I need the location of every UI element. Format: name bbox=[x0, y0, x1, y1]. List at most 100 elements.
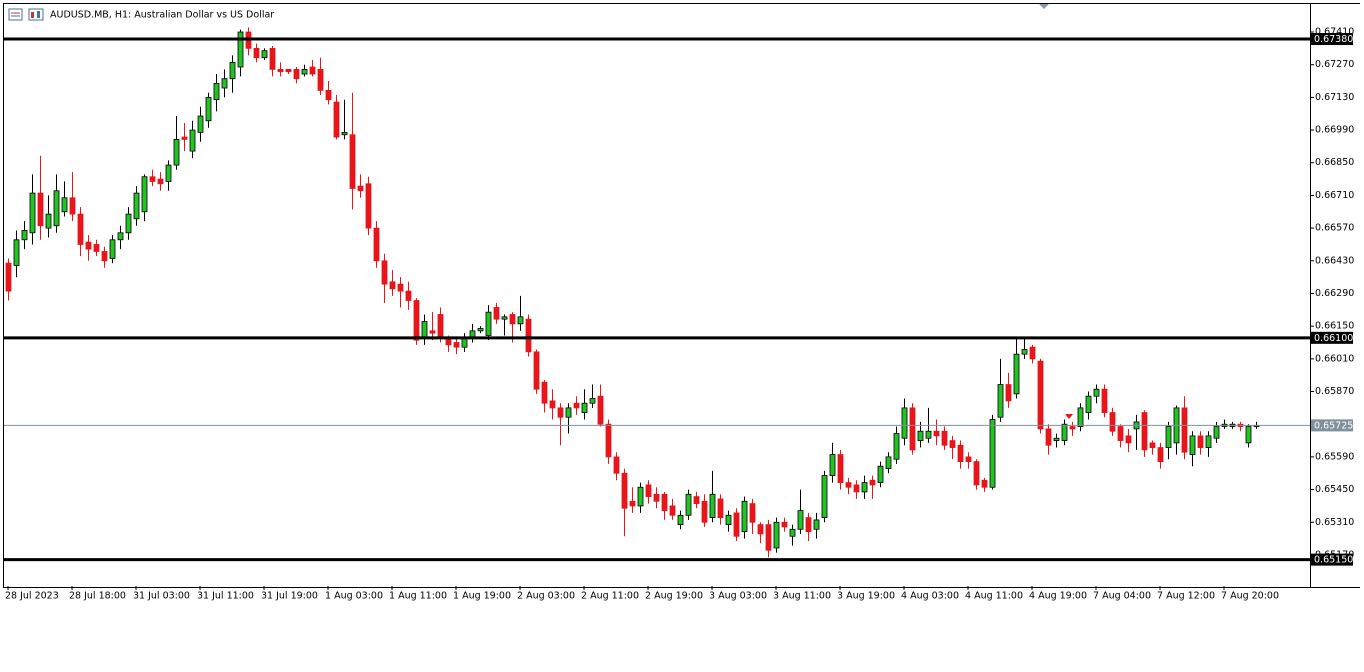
candle-body bbox=[349, 134, 356, 189]
y-tick-label: 0.66430 bbox=[1315, 255, 1354, 266]
candle-body bbox=[965, 456, 972, 462]
candle-body bbox=[253, 47, 260, 59]
candle-body bbox=[901, 407, 908, 439]
candle-body bbox=[365, 183, 372, 229]
title-icons bbox=[8, 8, 44, 21]
x-tick-label: 3 Aug 03:00 bbox=[709, 591, 767, 602]
candle-body bbox=[981, 479, 988, 488]
level-label-box bbox=[1311, 331, 1353, 344]
candle-body bbox=[821, 475, 828, 518]
candle-body bbox=[933, 430, 940, 437]
x-tick-label: 7 Aug 04:00 bbox=[1093, 591, 1151, 602]
candle-body bbox=[293, 68, 300, 80]
candle-body bbox=[13, 239, 20, 266]
candle-body bbox=[613, 456, 620, 474]
candle-body bbox=[21, 230, 28, 241]
candle-body bbox=[1165, 426, 1172, 448]
candle-body bbox=[493, 307, 500, 320]
candle-body bbox=[621, 472, 628, 509]
candle-body bbox=[453, 342, 460, 348]
x-tick-label: 28 Jul 2023 bbox=[5, 591, 59, 602]
candle-body bbox=[165, 164, 172, 182]
y-tick-label: 0.65310 bbox=[1315, 517, 1354, 528]
candle-body bbox=[581, 402, 588, 413]
candle-body bbox=[797, 510, 804, 530]
candle-body bbox=[725, 514, 732, 526]
candle-body bbox=[1109, 412, 1116, 432]
x-tick-label: 4 Aug 19:00 bbox=[1029, 591, 1087, 602]
candle-body bbox=[885, 456, 892, 469]
price-label: 0.65725 bbox=[1314, 420, 1353, 431]
candle-body bbox=[1245, 426, 1252, 444]
y-tick-label: 0.66010 bbox=[1315, 353, 1354, 364]
candle-body bbox=[1061, 423, 1068, 441]
candle-body bbox=[1141, 412, 1148, 451]
candle-body bbox=[661, 493, 668, 511]
candle-body bbox=[749, 503, 756, 523]
candle-body bbox=[93, 244, 100, 252]
candle-body bbox=[773, 521, 780, 549]
candle-body bbox=[1077, 407, 1084, 427]
candle-body bbox=[309, 66, 316, 75]
candle-body bbox=[605, 423, 612, 458]
level-label: 0.67380 bbox=[1314, 34, 1353, 45]
candle-body bbox=[237, 31, 244, 68]
y-tick-label: 0.65870 bbox=[1315, 386, 1354, 397]
candle-body bbox=[997, 384, 1004, 418]
candle-body bbox=[437, 314, 444, 339]
candle-body bbox=[853, 484, 860, 493]
x-tick-label: 1 Aug 19:00 bbox=[453, 591, 511, 602]
candle-body bbox=[101, 251, 108, 262]
candle-body bbox=[653, 493, 660, 502]
candle-body bbox=[941, 430, 948, 446]
x-tick-label: 1 Aug 03:00 bbox=[325, 591, 383, 602]
candle-body bbox=[229, 61, 236, 80]
candle-body bbox=[861, 482, 868, 493]
y-tick-label: 0.66710 bbox=[1315, 190, 1354, 201]
candle-body bbox=[421, 321, 428, 339]
candle-body bbox=[1197, 435, 1204, 448]
candle-body bbox=[589, 398, 596, 404]
icon bbox=[8, 8, 23, 21]
y-tick-label: 0.66290 bbox=[1315, 288, 1354, 299]
candle-body bbox=[629, 500, 636, 507]
candle-body bbox=[1149, 442, 1156, 448]
marks: 0.67410 0.67270 0.67130 0.66990 0.66850 0.667… bbox=[4, 27, 1354, 602]
candle-body bbox=[389, 281, 396, 290]
candle-body bbox=[341, 131, 348, 136]
icon bbox=[31, 12, 34, 18]
candle-body bbox=[845, 482, 852, 488]
candle-body bbox=[525, 318, 532, 353]
candle-body bbox=[373, 227, 380, 262]
candle-body bbox=[1205, 435, 1212, 448]
candle-body bbox=[989, 419, 996, 488]
candle-body bbox=[325, 89, 332, 101]
candle-body bbox=[173, 139, 180, 166]
candle-body bbox=[573, 402, 580, 409]
candle-body bbox=[677, 514, 684, 526]
candle-body bbox=[477, 328, 484, 332]
candle-body bbox=[549, 400, 556, 409]
candle-body bbox=[701, 500, 708, 523]
candle-body bbox=[1117, 426, 1124, 441]
trade-arrow bbox=[1065, 414, 1073, 419]
candle-body bbox=[317, 68, 324, 91]
candle-body bbox=[685, 493, 692, 516]
candle-body bbox=[765, 524, 772, 551]
x-tick-label: 3 Aug 11:00 bbox=[773, 591, 831, 602]
y-tick-label: 0.66850 bbox=[1315, 157, 1354, 168]
chart-title: AUDUSD.MB, H1: Australian Dollar vs US D… bbox=[50, 10, 274, 21]
candle-body bbox=[77, 213, 84, 245]
candle-body bbox=[485, 311, 492, 336]
candle-body bbox=[45, 213, 52, 229]
candle-body bbox=[717, 498, 724, 518]
x-tick-label: 4 Aug 03:00 bbox=[901, 591, 959, 602]
candle-body bbox=[1005, 384, 1012, 402]
candle-body bbox=[213, 82, 220, 101]
x-tick-label: 3 Aug 19:00 bbox=[837, 591, 895, 602]
x-tick-label: 7 Aug 12:00 bbox=[1157, 591, 1215, 602]
candle-body bbox=[37, 192, 44, 227]
x-tick-label: 31 Jul 19:00 bbox=[261, 591, 318, 602]
candle-body bbox=[1013, 353, 1020, 395]
